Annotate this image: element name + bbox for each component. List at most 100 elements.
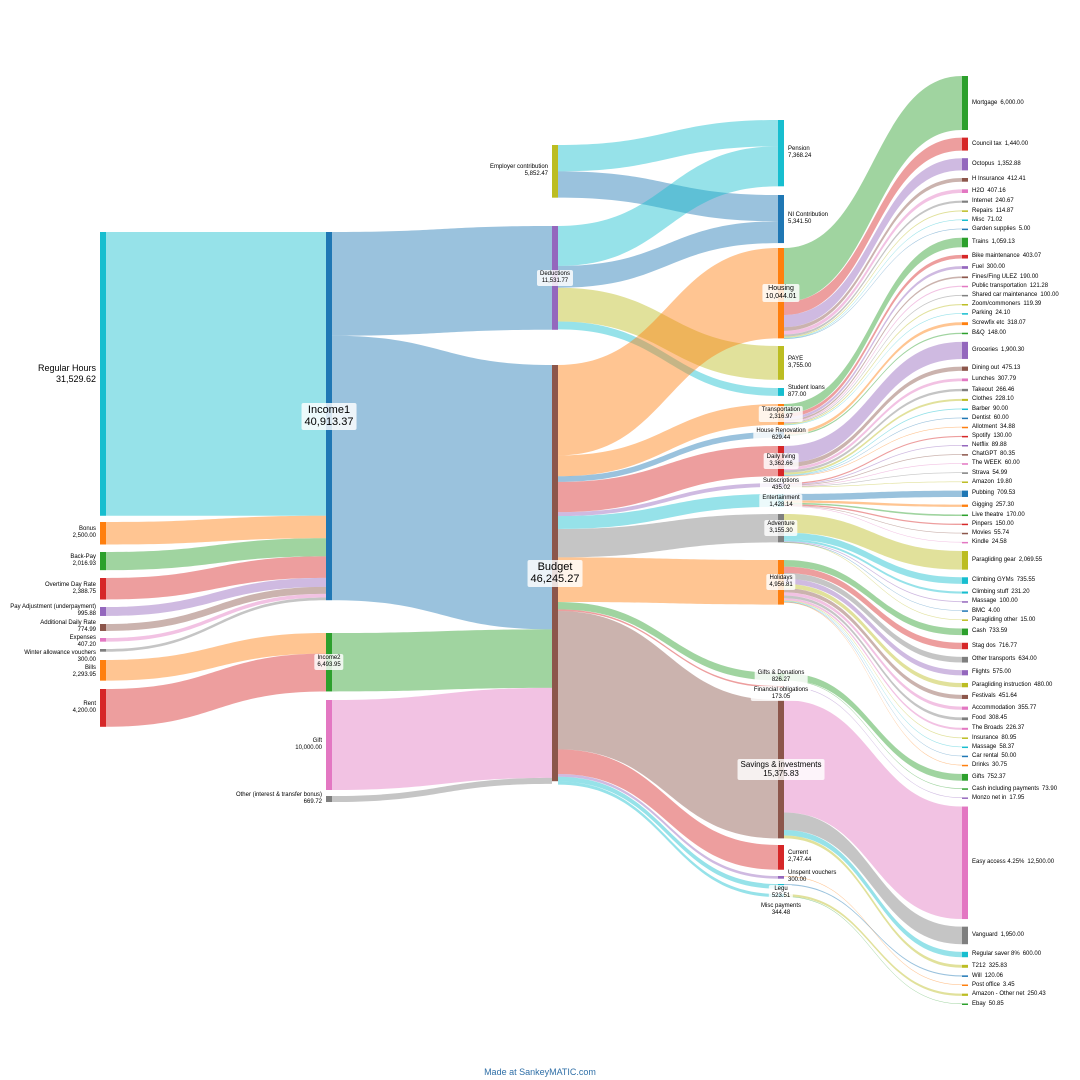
flow-adventure-to-massage[interactable]: [784, 541, 962, 603]
flow-housing-to-mortgage[interactable]: [784, 76, 962, 302]
node-expenses[interactable]: [100, 638, 106, 642]
flow-savings-investments-to-t212[interactable]: [784, 835, 962, 968]
node-winter-allowance-vouchers[interactable]: [100, 649, 106, 652]
node-bonus[interactable]: [100, 522, 106, 545]
flow-income1-to-deductions[interactable]: [332, 226, 552, 336]
node-live-theatre[interactable]: [962, 514, 968, 517]
flow-housing-to-repairs[interactable]: [784, 210, 962, 338]
node-cash[interactable]: [962, 628, 968, 636]
flow-subscriptions-to-chatgpt[interactable]: [784, 454, 962, 486]
flow-income2-to-budget[interactable]: [332, 629, 552, 692]
flow-budget-to-holidays[interactable]: [558, 557, 778, 605]
node-gifts[interactable]: [962, 773, 968, 781]
node-regular-saver-8[interactable]: [962, 951, 968, 958]
node-kindle[interactable]: [962, 541, 968, 544]
flow-rent-to-income2[interactable]: [106, 653, 326, 727]
flow-transportation-to-parking[interactable]: [784, 313, 962, 426]
node-festivals[interactable]: [962, 694, 968, 699]
flow-holidays-to-flights[interactable]: [784, 578, 962, 676]
flow-housing-to-octopus[interactable]: [784, 158, 962, 328]
flow-subscriptions-to-the-week[interactable]: [784, 463, 962, 487]
flow-holidays-to-cash[interactable]: [784, 560, 962, 636]
flow-bills-to-income2[interactable]: [106, 633, 326, 681]
node-lunches[interactable]: [962, 378, 968, 382]
node-regular-hours[interactable]: [100, 232, 106, 516]
node-barber[interactable]: [962, 408, 968, 411]
node-groceries[interactable]: [962, 341, 968, 359]
flow-budget-to-current[interactable]: [558, 749, 778, 870]
flow-daily-living-to-groceries[interactable]: [784, 341, 962, 464]
node-misc[interactable]: [962, 219, 968, 222]
flow-gifts-donations-to-gifts[interactable]: [784, 673, 962, 781]
flow-other-interest-transfer-bonus-to-budget[interactable]: [332, 777, 552, 803]
flow-holidays-to-stag-dos[interactable]: [784, 566, 962, 650]
flow-budget-to-entertainment[interactable]: [558, 494, 778, 529]
node-employer-contribution[interactable]: [552, 145, 558, 198]
node-h2o[interactable]: [962, 189, 968, 193]
flow-budget-to-subscriptions[interactable]: [558, 483, 778, 517]
node-dining-out[interactable]: [962, 366, 968, 371]
node-post-office[interactable]: [962, 984, 968, 987]
flow-income1-to-budget[interactable]: [332, 335, 552, 630]
node-pension[interactable]: [778, 120, 784, 187]
flow-entertainment-to-gigging[interactable]: [784, 500, 962, 507]
flow-gift-to-budget[interactable]: [332, 687, 552, 790]
node-climbing-gyms[interactable]: [962, 577, 968, 584]
flow-deductions-to-pension[interactable]: [558, 146, 778, 266]
node-massage[interactable]: [962, 746, 968, 749]
node-internet[interactable]: [962, 200, 968, 203]
flow-budget-to-transportation[interactable]: [558, 404, 778, 477]
flow-house-renovation-to-screwfix-etc[interactable]: [784, 322, 962, 435]
node-clothes[interactable]: [962, 398, 968, 401]
flow-holidays-to-other-transports[interactable]: [784, 573, 962, 663]
node-takeout[interactable]: [962, 388, 968, 392]
flow-savings-investments-to-vanguard[interactable]: [784, 812, 962, 945]
flow-holidays-to-insurance[interactable]: [784, 600, 962, 739]
node-other-transports[interactable]: [962, 656, 968, 663]
node-screwfix-etc[interactable]: [962, 322, 968, 326]
flow-budget-to-housing[interactable]: [558, 248, 778, 456]
node-amazon-other-net[interactable]: [962, 993, 968, 996]
flow-deductions-to-student-loans[interactable]: [558, 321, 778, 396]
flow-holidays-to-festivals[interactable]: [784, 588, 962, 699]
flow-gifts-donations-to-cash-including-payments[interactable]: [784, 679, 962, 789]
node-pinpers[interactable]: [962, 523, 968, 526]
node-student-loans[interactable]: [778, 388, 784, 396]
flow-subscriptions-to-strava[interactable]: [784, 472, 962, 487]
node-additional-daily-rate[interactable]: [100, 624, 106, 631]
flow-misc-payments-to-ebay[interactable]: [784, 896, 962, 1005]
flow-adventure-to-climbing-stuff[interactable]: [784, 539, 962, 594]
node-paragliding-gear[interactable]: [962, 551, 968, 570]
node-netflix[interactable]: [962, 445, 968, 447]
node-gift[interactable]: [326, 700, 332, 790]
flow-budget-to-daily-living[interactable]: [558, 446, 778, 513]
flow-adventure-to-climbing-gyms[interactable]: [784, 532, 962, 584]
flow-holidays-to-accommodation[interactable]: [784, 592, 962, 710]
node-car-rental[interactable]: [962, 755, 968, 758]
flow-employer-contribution-to-pension[interactable]: [558, 120, 778, 172]
flow-daily-living-to-takeout[interactable]: [784, 388, 962, 473]
node-climbing-stuff[interactable]: [962, 591, 968, 594]
flow-transportation-to-trains[interactable]: [784, 237, 962, 414]
node-spotify[interactable]: [962, 435, 968, 438]
node-garden-supplies[interactable]: [962, 228, 968, 231]
flow-holidays-to-the-broads[interactable]: [784, 598, 962, 730]
node-shared-car-maintenance[interactable]: [962, 294, 968, 297]
node-fuel[interactable]: [962, 266, 968, 269]
flow-back-pay-to-income1[interactable]: [106, 538, 326, 571]
flow-budget-to-savings-investments[interactable]: [558, 610, 778, 839]
flow-daily-living-to-clothes[interactable]: [784, 398, 962, 475]
flow-savings-investments-to-easy-access-4-25[interactable]: [784, 700, 962, 920]
node-zoom-commoners[interactable]: [962, 304, 968, 306]
node-massage[interactable]: [962, 601, 968, 603]
flow-additional-daily-rate-to-income1[interactable]: [106, 586, 326, 631]
node-other-interest-transfer-bonus[interactable]: [326, 796, 332, 803]
flow-pay-adjustment-underpayment-to-income1[interactable]: [106, 577, 326, 616]
flow-budget-to-adventure[interactable]: [558, 514, 778, 558]
node-vanguard[interactable]: [962, 926, 968, 945]
flow-budget-to-house-renovation[interactable]: [558, 432, 778, 482]
node-ebay[interactable]: [962, 1003, 968, 1006]
flow-adventure-to-paragliding-gear[interactable]: [784, 514, 962, 570]
flow-budget-to-unspent-vouchers[interactable]: [558, 774, 778, 879]
node-paye[interactable]: [778, 346, 784, 380]
